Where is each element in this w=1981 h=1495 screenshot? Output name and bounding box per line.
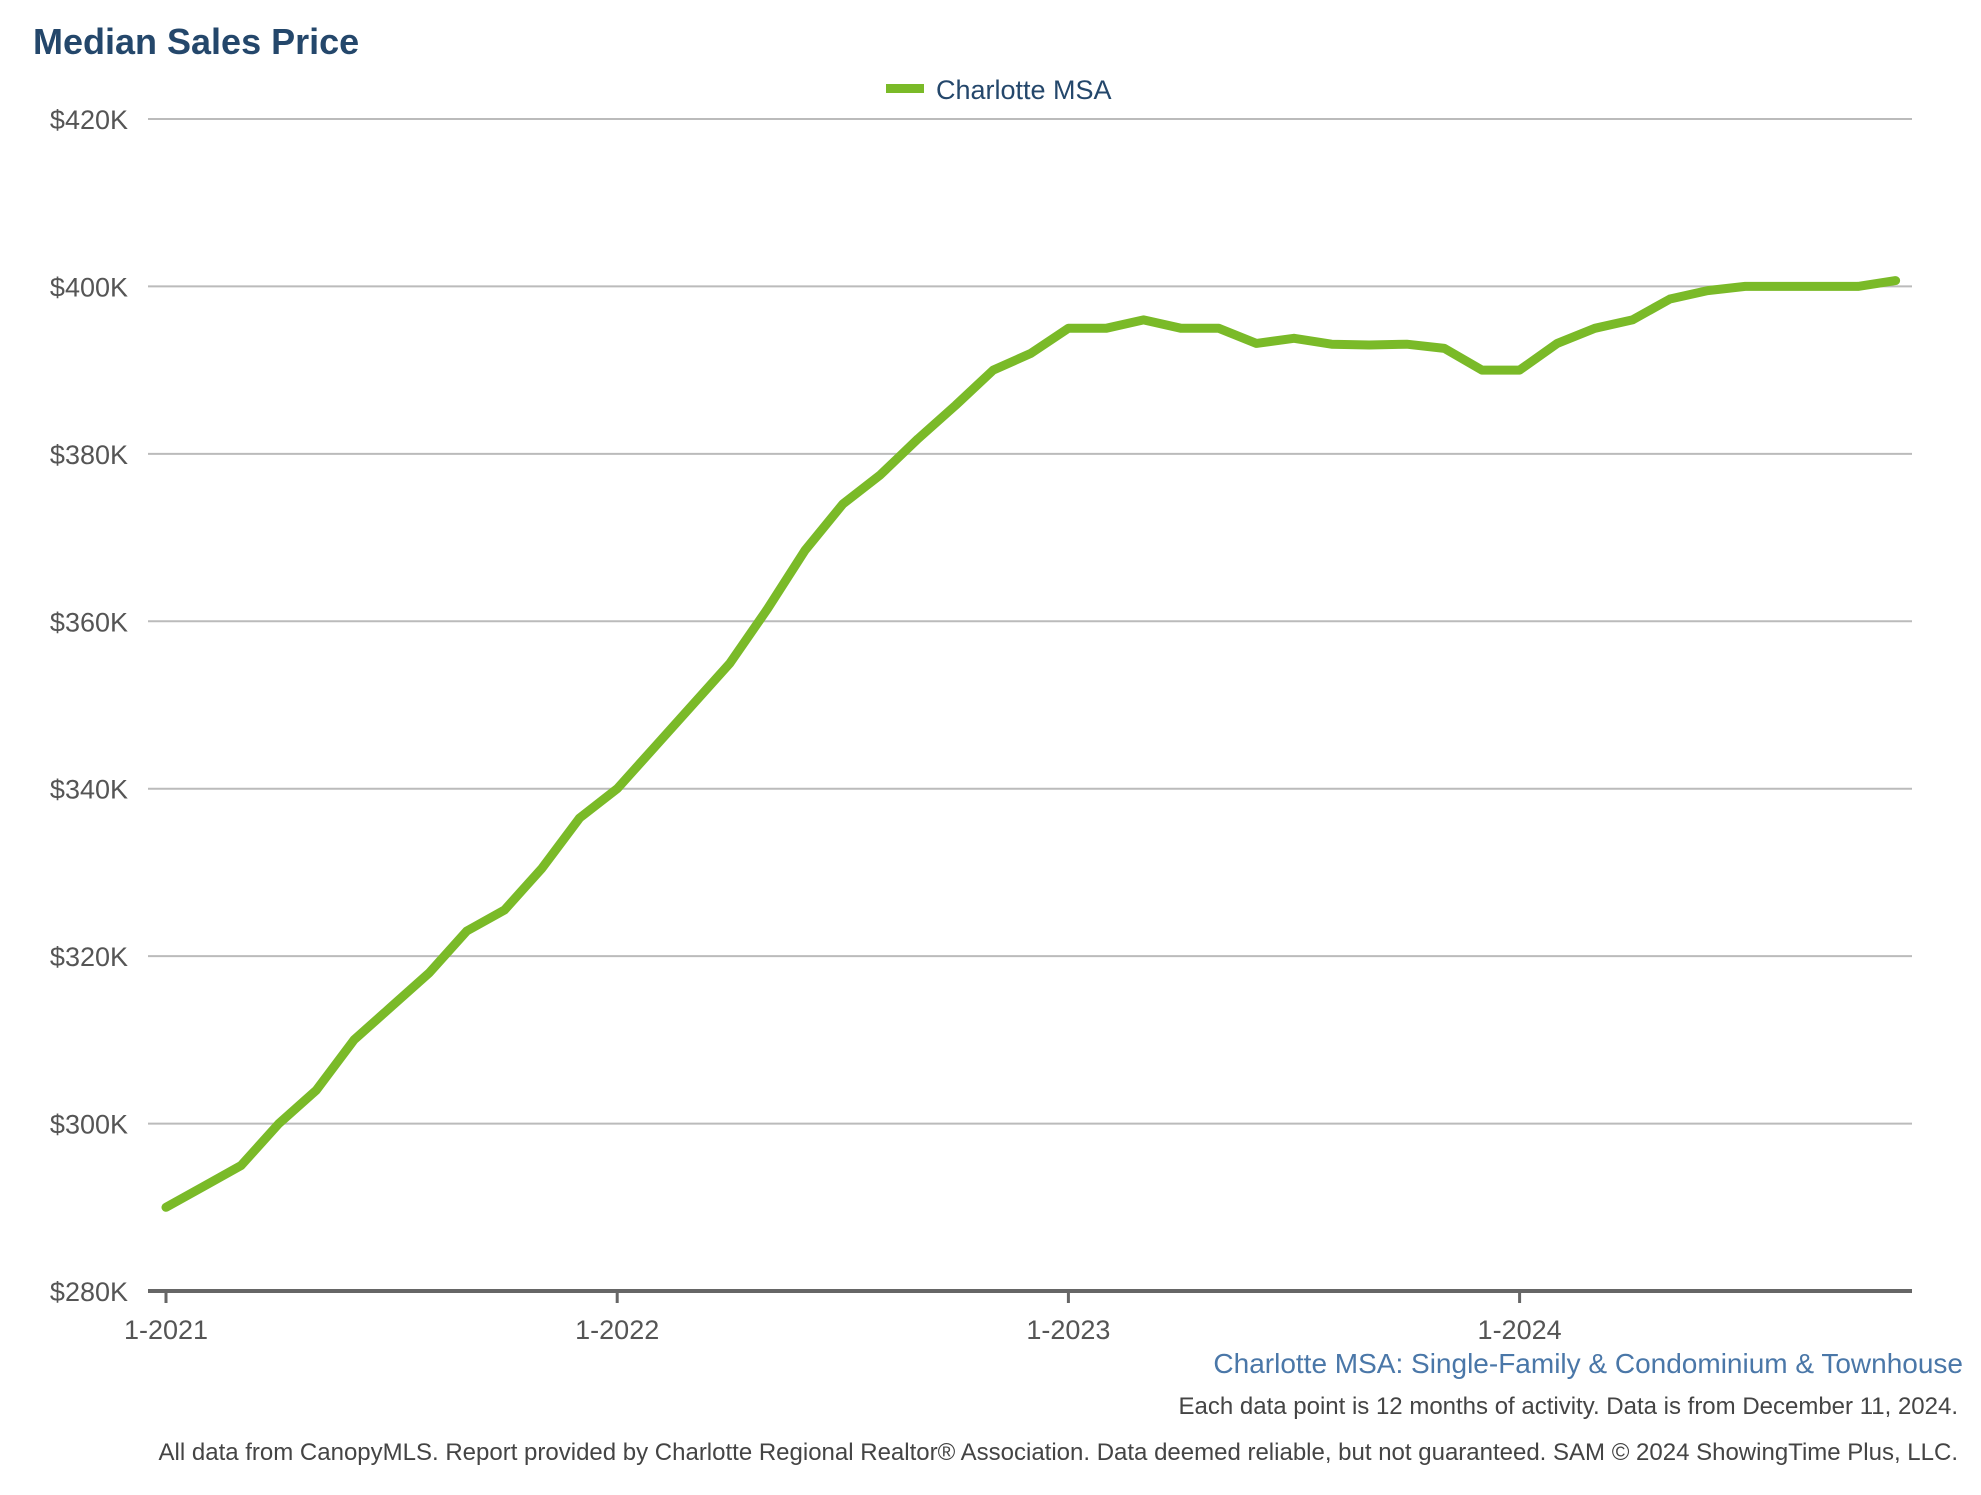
x-tick-label: 1-2023 <box>1026 1315 1110 1345</box>
series-layer <box>161 276 1901 1212</box>
y-tick-label: $320K <box>50 942 128 972</box>
chart-title: Median Sales Price <box>33 21 359 62</box>
y-axis: $420K $400K $380K $360K $340K $320K $300K $280K <box>50 105 128 1307</box>
y-tick-label: $280K <box>50 1277 128 1307</box>
data-note: Each data point is 12 months of activity… <box>1179 1393 1959 1420</box>
series-line-charlotte-msa <box>161 276 1901 1212</box>
x-tick-label: 1-2024 <box>1478 1315 1562 1345</box>
y-tick-label: $380K <box>50 440 128 470</box>
footer-note: All data from CanopyMLS. Report provided… <box>159 1439 1958 1466</box>
legend-swatch <box>886 84 924 93</box>
x-axis: 1-2021 1-2022 1-2023 1-2024 <box>124 1289 1912 1345</box>
y-tick-label: $340K <box>50 775 128 805</box>
y-tick-label: $420K <box>50 105 128 135</box>
grid <box>148 118 1912 1125</box>
x-tick-label: 1-2021 <box>124 1315 208 1345</box>
x-tick-label: 1-2022 <box>575 1315 659 1345</box>
y-tick-label: $300K <box>50 1110 128 1140</box>
legend-label: Charlotte MSA <box>936 75 1112 105</box>
y-tick-label: $400K <box>50 272 128 302</box>
legend: Charlotte MSA <box>886 75 1112 105</box>
y-tick-label: $360K <box>50 607 128 637</box>
chart-subtitle: Charlotte MSA: Single-Family & Condomini… <box>1213 1348 1963 1379</box>
